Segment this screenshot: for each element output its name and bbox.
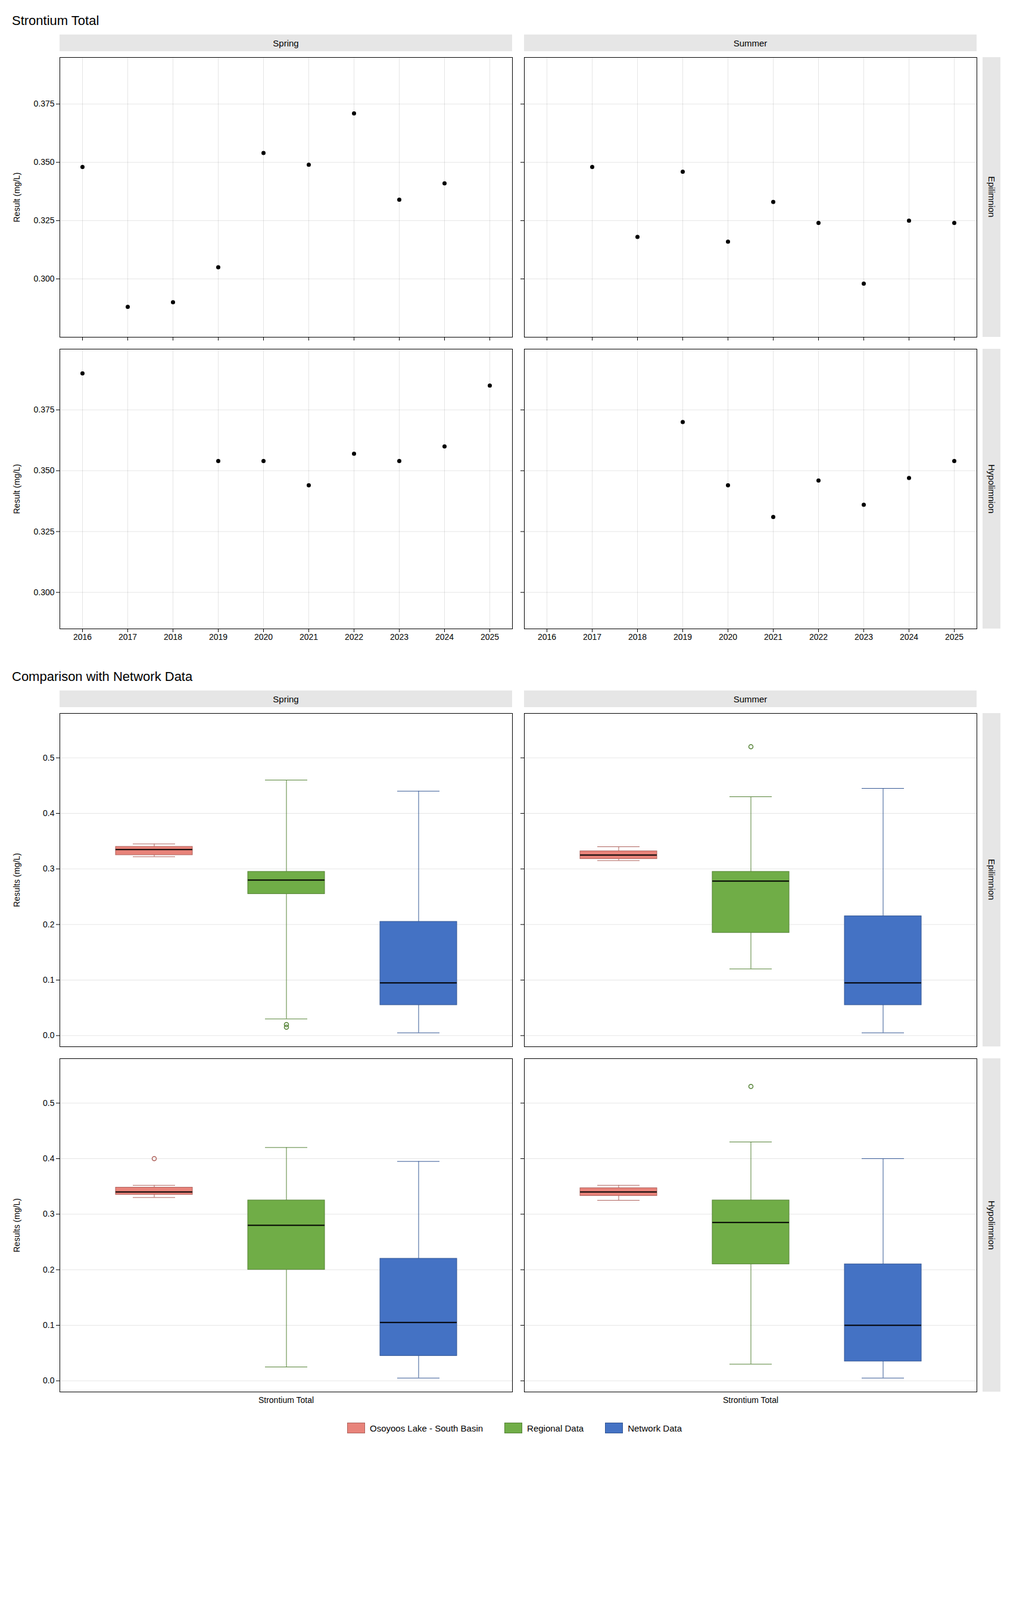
svg-text:0.375: 0.375: [33, 404, 55, 415]
svg-text:0.3: 0.3: [42, 1209, 55, 1219]
svg-text:Result (mg/L): Result (mg/L): [11, 463, 22, 514]
svg-text:2021: 2021: [764, 632, 783, 642]
svg-text:2020: 2020: [718, 632, 738, 642]
svg-text:2019: 2019: [673, 632, 692, 642]
svg-text:0.2: 0.2: [42, 1265, 55, 1275]
svg-text:2019: 2019: [209, 632, 228, 642]
html-text:Osoyoos Lake - South Basin: Osoyoos Lake - South Basin: [369, 1423, 483, 1434]
html-text:Comparison with Network Data: Comparison with Network Data: [11, 669, 193, 685]
svg-text:0.0: 0.0: [42, 1376, 55, 1386]
svg-text:2023: 2023: [854, 632, 873, 642]
svg-text:0.5: 0.5: [42, 1098, 55, 1109]
html-text:Spring: Spring: [272, 694, 299, 705]
svg-text:Result (mg/L): Result (mg/L): [11, 172, 22, 223]
html-text:Hypolimnion: Hypolimnion: [986, 1200, 997, 1251]
html-text:Epilimnion: Epilimnion: [986, 176, 997, 218]
svg-text:2025: 2025: [480, 632, 500, 642]
svg-text:2018: 2018: [163, 632, 183, 642]
html-text:Summer: Summer: [733, 694, 768, 705]
html-text:Regional Data: Regional Data: [527, 1423, 584, 1434]
svg-text:2017: 2017: [118, 632, 137, 642]
html-text:Spring: Spring: [272, 37, 299, 48]
svg-text:0.300: 0.300: [33, 273, 55, 284]
html-text:Strontium Total: Strontium Total: [11, 13, 100, 28]
svg-text:2022: 2022: [809, 632, 828, 642]
svg-text:0.325: 0.325: [33, 527, 55, 537]
svg-text:2018: 2018: [628, 632, 647, 642]
svg-text:0.3: 0.3: [42, 864, 55, 874]
svg-text:2021: 2021: [299, 632, 318, 642]
svg-text:2023: 2023: [390, 632, 409, 642]
svg-text:Results (mg/L): Results (mg/L): [11, 853, 22, 908]
svg-text:2025: 2025: [945, 632, 964, 642]
html-text:Summer: Summer: [733, 37, 768, 48]
html-text:Network Data: Network Data: [627, 1423, 682, 1434]
svg-text:0.375: 0.375: [33, 98, 55, 109]
svg-text:2020: 2020: [254, 632, 273, 642]
svg-text:2016: 2016: [73, 632, 92, 642]
svg-text:Results (mg/L): Results (mg/L): [11, 1198, 22, 1253]
svg-text:0.1: 0.1: [42, 975, 55, 985]
svg-text:0.0: 0.0: [42, 1030, 55, 1041]
svg-text:Strontium Total: Strontium Total: [722, 1395, 779, 1406]
svg-text:2024: 2024: [899, 632, 919, 642]
svg-text:0.4: 0.4: [42, 808, 55, 819]
html-text:Hypolimnion: Hypolimnion: [986, 464, 997, 514]
html-text:Epilimnion: Epilimnion: [986, 859, 997, 901]
svg-text:2016: 2016: [537, 632, 557, 642]
svg-text:Strontium Total: Strontium Total: [258, 1395, 314, 1406]
svg-text:0.300: 0.300: [33, 587, 55, 598]
svg-text:0.2: 0.2: [42, 920, 55, 930]
svg-text:0.1: 0.1: [42, 1320, 55, 1331]
svg-text:2022: 2022: [344, 632, 364, 642]
svg-text:0.325: 0.325: [33, 215, 55, 226]
svg-text:0.350: 0.350: [33, 465, 55, 476]
svg-text:0.350: 0.350: [33, 157, 55, 167]
svg-text:2017: 2017: [582, 632, 602, 642]
svg-text:0.5: 0.5: [42, 753, 55, 763]
svg-text:0.4: 0.4: [42, 1154, 55, 1164]
svg-text:2024: 2024: [435, 632, 454, 642]
